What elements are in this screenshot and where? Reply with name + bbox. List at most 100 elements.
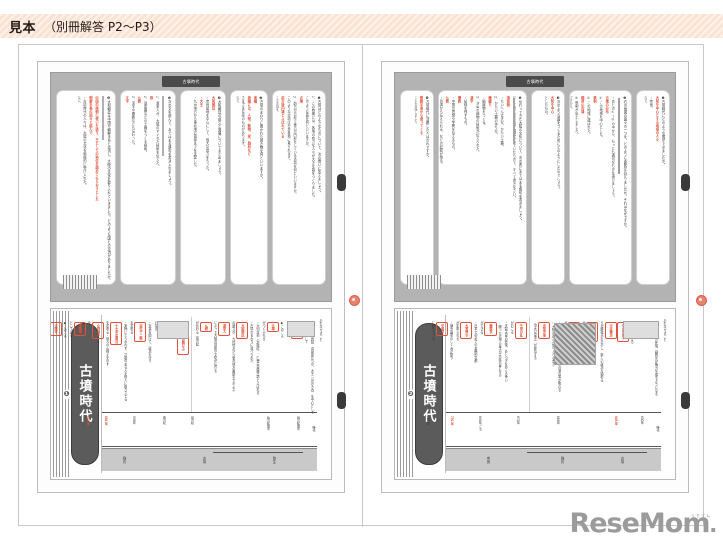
card-answer: 鉄剣 <box>592 96 597 103</box>
page-marker-dot[interactable] <box>696 295 707 306</box>
answer-ruled-box[interactable] <box>101 96 104 140</box>
card-line: ・絹織物をつくる。 <box>481 96 486 128</box>
card-answer: 埴輪 <box>252 96 257 103</box>
watermark-kana: リセマム <box>691 513 711 518</box>
page-binding-stripes <box>397 311 413 477</box>
answer-box: 大和朝廷 <box>236 322 249 339</box>
card-answer: 機織り <box>487 96 492 107</box>
question-card-3[interactable]: ❸次のような国をつくるためにどのようにしたのでしょう。 大和を中心 としたもの。 <box>530 90 566 285</box>
answer-box: 冠位十二階 <box>134 322 147 342</box>
year-cell: 701 年 <box>450 416 454 426</box>
question-card-5[interactable]: ❺大和朝廷は中国や朝鮮半島と交流し、大陸の文化を取り入れていきました。どのような… <box>56 90 116 285</box>
card-line: など。 <box>235 96 240 105</box>
question-card-1[interactable]: ❶古墳はどのようなものについて、次の問いに答えましょう。 1．この時期には、各地… <box>272 90 326 285</box>
card-line: 2．前方が方形で後方が円形をしている古墳を何といいますか。 <box>292 96 297 197</box>
card-answer: 埴輪には、人物、動物、家、器材など <box>246 96 251 156</box>
column-header: おもなできごと <box>318 319 323 342</box>
spread-left[interactable]: 古墳時代 ❶古墳はどのようなものについて、次の問いに答えましょう。 1．この時期… <box>29 55 360 517</box>
card-answer: 古墳の分布 <box>604 96 609 114</box>
answer-box: 法隆寺 <box>51 322 62 336</box>
notes-column-left[interactable]: 壬申の乱 がおこる ・天智天皇の死後、あとつぎをめぐる争い → 勝った大海人皇子… <box>428 317 530 412</box>
sheet-left: 古墳時代 ❶古墳はどのようなものについて、次の問いに答えましょう。 1．この時期… <box>37 61 346 493</box>
battle-scene-illustration <box>554 323 597 365</box>
haniwa-illustration <box>287 321 315 337</box>
page-thumb-notch <box>681 392 690 409</box>
timeline-body: おもなできごと ◆聖徳太子の死後、蘇我氏が権力を握るようになる 蘇我氏 が の実… <box>426 315 671 473</box>
question-card-4[interactable]: ❹伝わってきた大陸の文化について、次の表にあてはまる語句を書きましょう。 1．そ… <box>438 90 527 285</box>
card-line: 1．渡来人が、大陸のすぐれた技術を伝えた。 <box>155 96 160 169</box>
chapter-title: 古墳時代 <box>77 364 93 424</box>
page-thumb-notch <box>337 392 346 409</box>
question-card-4[interactable]: ❹次の文を読んで、あてはまる語句を書き入れましょう。 1．渡来人が、大陸のすぐれ… <box>119 90 177 285</box>
card-line: このような古墳は日本各地に見られます。 <box>286 96 291 163</box>
card-line: など。 <box>643 96 648 105</box>
card-line: ❶古墳はどのようなものについて、次の問いに答えましょう。 <box>317 96 321 195</box>
card-line: このような墓を何といいますか。 <box>304 96 309 149</box>
card-line: ❺古墳時代に活躍した人はだれですか。 <box>425 96 430 160</box>
card-answer: 大和を中心 <box>550 96 554 114</box>
card-answer: ・大王 <box>198 96 203 107</box>
answer-box: 仏教 <box>199 322 212 333</box>
era-cell: 古墳 <box>620 456 624 464</box>
card-line: 1．それぞれの古墳に副葬されていたもので、すべて書きなさい。 <box>511 96 516 200</box>
page-thumb-notch <box>681 174 690 191</box>
card-line: ❷古墳のまわりに置かれた焼き物を何といいますか。 <box>259 96 263 181</box>
notes-column-right[interactable]: 大和の（奈良県）の豪族たちが、大王（おおきみ）を中心として まとまりとして 大和… <box>194 321 315 414</box>
year-cell: 607 年 <box>86 416 90 426</box>
card-line: ・奈良盆地を中心にして、強大な勢力をもった。 <box>205 96 210 173</box>
question-card-2[interactable]: ❷古墳のまわりに置かれた焼き物を何といいますか。 埴輪 埴輪には、人物、動物、家… <box>230 90 268 285</box>
card-answer: 儒教 <box>457 96 462 103</box>
card-line: ですから。 <box>569 96 574 111</box>
question-card-5[interactable]: ❺古墳時代に活躍した人はだれですか。 朝鮮半島から渡ってくる ことを意味しました… <box>400 90 435 285</box>
question-card-1[interactable]: ❶古墳時代にどのような国ができましたか。 大和を中心とする地域の人々 ・奈良。 … <box>635 90 670 285</box>
year-cell: 710 年 <box>426 416 430 426</box>
answer-ruled-box[interactable] <box>162 96 165 156</box>
page-subtitle: （別冊解答 P2〜P3） <box>44 19 162 34</box>
year-cell: 4世紀後半 <box>266 416 270 431</box>
card-line: ❹伝わってきた大陸の文化について、次の表にあてはまる語句を書きましょう。 <box>517 96 522 223</box>
card-line: 3．きぬの織物の技術が伝えられた。 <box>475 96 480 155</box>
workbook-page-top-right: 古墳時代 ❶古墳時代にどのような国ができましたか。 大和を中心とする地域の人々 … <box>394 72 676 302</box>
card-line: など。 <box>77 96 82 105</box>
question-card-2[interactable]: ❷右の地図の国々の一つを、どのように支配が広がりましたか。それはなぜですか。 ・… <box>569 90 632 285</box>
chapter-title: 古墳時代 <box>421 364 437 424</box>
year-cell: 663年 <box>556 416 560 425</box>
card-line: ❸大和朝廷の成立と発展についてまとめましょう。 <box>217 96 222 178</box>
card-line: 2．須恵器などの土器をつくる技術。 <box>143 96 148 155</box>
card-line: ③ 鉄剣が出土しました。 <box>574 96 579 137</box>
card-answer: 前方後円墳とよばれている <box>280 96 285 138</box>
watermark-brand: ReseMom <box>569 508 710 539</box>
era-cell: 奈良 <box>486 456 490 464</box>
answer-box: 平城京 <box>435 322 449 336</box>
card-line: としたもの。 <box>543 96 548 117</box>
card-answer: 中国の南朝に使いを送り、王としての地位を認めてもらおうとした <box>94 96 99 201</box>
nobles-illustration <box>623 321 659 339</box>
year-cell: 604 年 <box>104 416 108 426</box>
card-answer: 文字 <box>124 96 129 103</box>
question-card-3[interactable]: ❸大和朝廷の成立と発展についてまとめましょう。 大和朝廷 ・奈良盆地を中心にして… <box>180 90 227 285</box>
card-line: ・九州地方から東北地方南部までを支配した。 <box>192 96 197 170</box>
year-axis-label: 時代 <box>312 426 316 432</box>
card-line: さまざまな形のものがあります。 <box>240 96 245 149</box>
page-marker-dot[interactable] <box>349 295 360 306</box>
answer-box: 渡来人 <box>218 322 231 336</box>
spread-right[interactable]: 古墳時代 ❶古墳時代にどのような国ができましたか。 大和を中心とする地域の人々 … <box>373 55 707 517</box>
card-line: ・奈良。 <box>648 96 653 110</box>
watermark-period: . <box>709 508 717 538</box>
card-answer: 漢字 <box>469 96 474 103</box>
chapter-part: ❶ <box>63 388 70 400</box>
year-cell: 672年 <box>516 416 520 425</box>
era-cell: 古墳 <box>202 456 206 464</box>
notes-column-right[interactable]: ◆聖徳太子の死後、蘇我氏が権力を握るようになる 蘇我氏 が の実権をにぎる 中大… <box>532 321 659 396</box>
card-answer: 鉄 <box>149 96 154 100</box>
notes-column-left[interactable]: 聖徳太子（厩戸王） が 摂政 となる ・天皇を助けて、政治を行う 冠位十二階 を… <box>51 317 192 412</box>
card-line: この古墳を。 <box>275 96 280 114</box>
timeline-body: おもなできごと 大和の（奈良県）の豪族たちが、大王（おおきみ）を中心として まと… <box>51 315 327 473</box>
year-cell: 645 年 <box>614 416 618 426</box>
era-rule <box>527 452 647 453</box>
answer-box: 大宝律令 <box>460 322 473 339</box>
page-binding-stripes <box>53 311 69 477</box>
watermark: ReseMom . リセマム <box>569 508 717 539</box>
year-axis-label: 時代 <box>656 426 660 432</box>
artifacts-illustration <box>512 98 515 144</box>
